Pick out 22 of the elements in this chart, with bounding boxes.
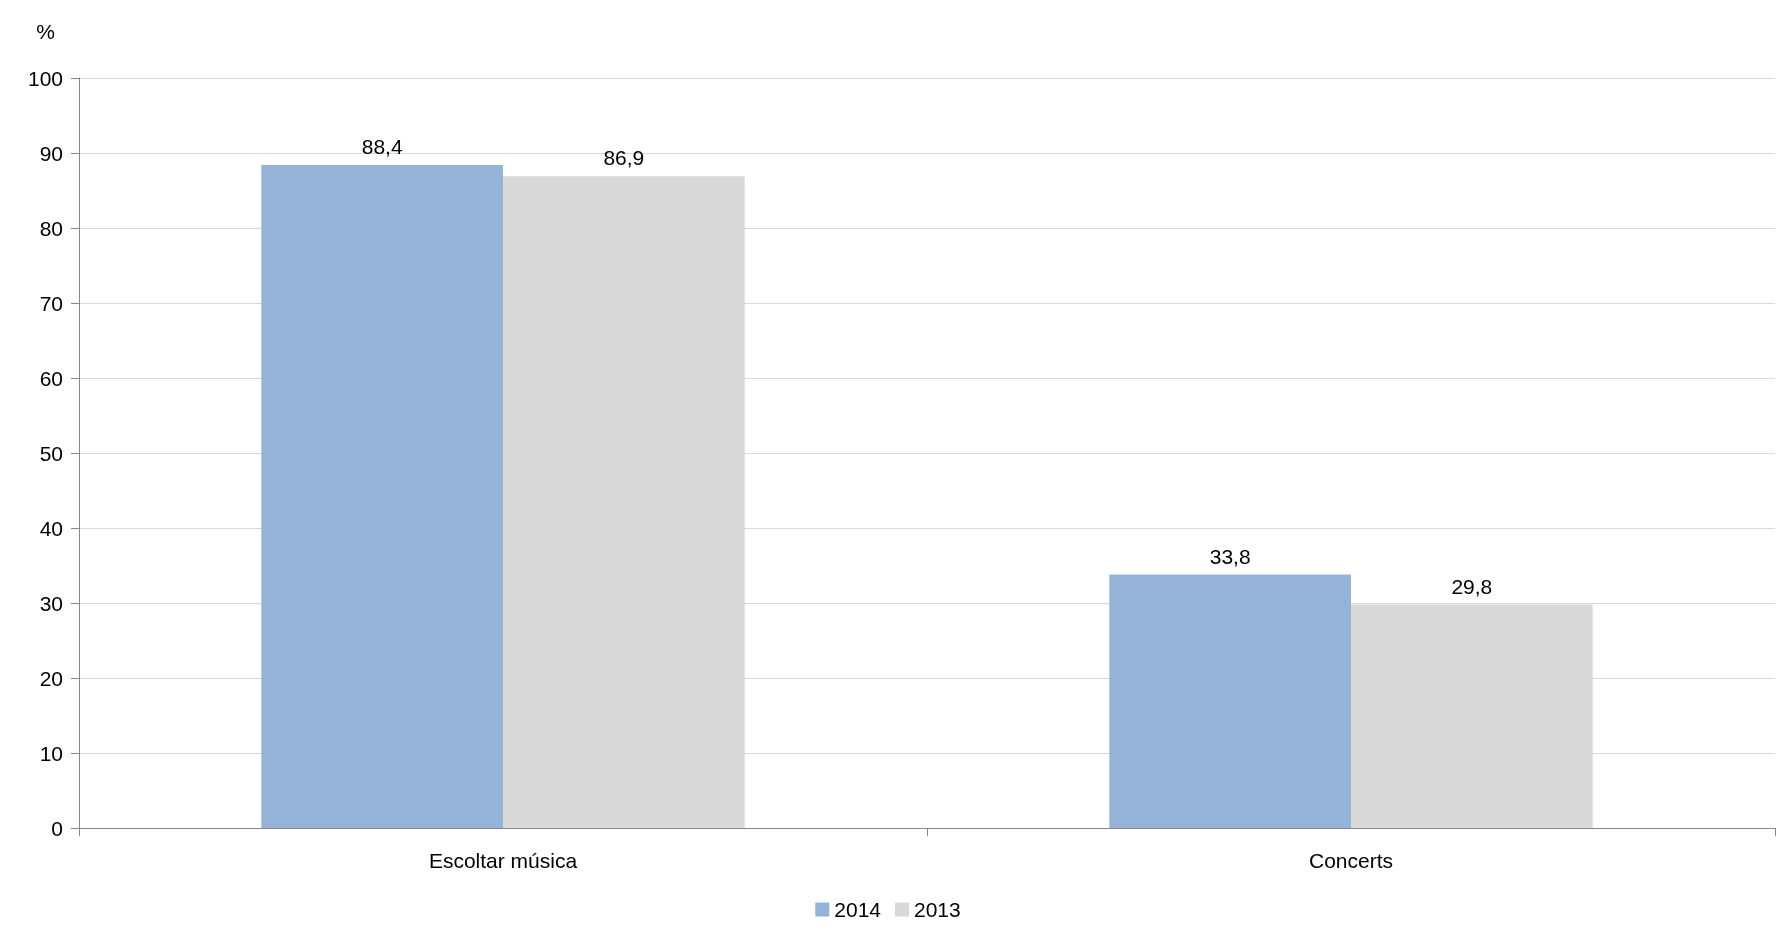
x-tick-label: Concerts [1308, 849, 1394, 872]
legend-label: 2014 [834, 898, 882, 921]
y-tick-label: 90 [39, 141, 63, 165]
legend-label: 2013 [914, 898, 961, 921]
y-tick-label: 60 [39, 366, 63, 390]
y-tick-label: 0 [51, 816, 63, 840]
y-tick-label: 100 [27, 66, 63, 90]
x-tick-label: Escoltar música [428, 849, 578, 872]
data-label: 86,9 [603, 146, 645, 170]
y-tick-label: 80 [39, 216, 63, 240]
data-label: 29,8 [1451, 574, 1493, 598]
bar [1109, 574, 1351, 828]
y-tick-label: 50 [39, 441, 63, 465]
data-label: 33,8 [1209, 544, 1251, 568]
bar [261, 165, 503, 828]
y-tick-label: 40 [39, 516, 63, 540]
y-tick-label: 30 [39, 591, 63, 615]
y-tick-label: 20 [39, 666, 63, 690]
data-label: 88,4 [361, 135, 403, 158]
y-axis-title: % [36, 20, 55, 43]
y-tick-label: 10 [39, 741, 63, 765]
y-tick-label: 70 [39, 291, 63, 315]
